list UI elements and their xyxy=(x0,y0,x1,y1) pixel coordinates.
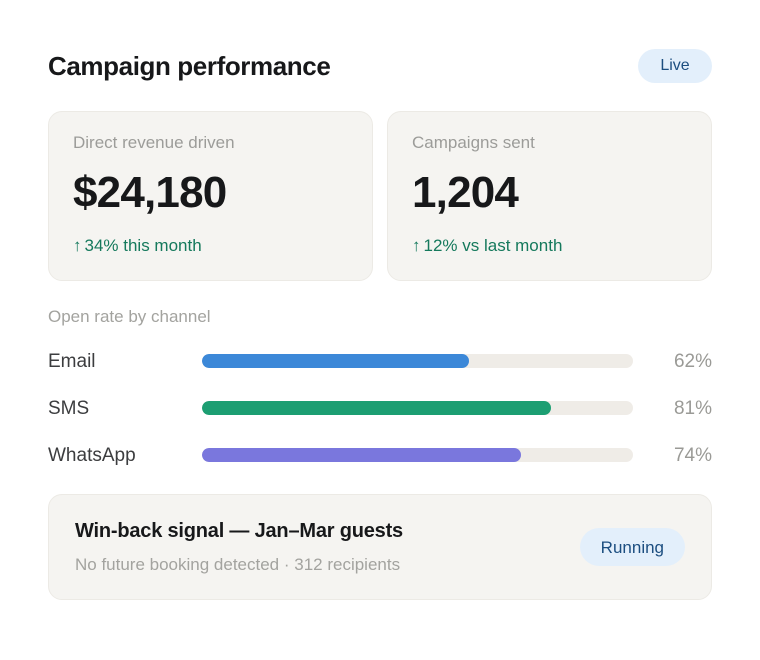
channel-percent-value: 81% xyxy=(673,397,712,419)
channel-percent-value: 62% xyxy=(673,350,712,372)
channel-progress-track xyxy=(202,401,633,415)
metric-delta-label: 34% this month xyxy=(84,236,202,255)
metric-delta-label: 12% vs last month xyxy=(423,236,563,255)
signal-card-win-back[interactable]: Win-back signal — Jan–Mar guests No futu… xyxy=(48,494,712,600)
channel-row-email: Email 62% xyxy=(48,345,712,377)
metric-card-direct-revenue: Direct revenue driven $24,180 ↑ 34% this … xyxy=(48,111,373,281)
channel-progress-track xyxy=(202,448,633,462)
section-label-open-rate: Open rate by channel xyxy=(48,307,211,326)
metric-label: Direct revenue driven xyxy=(73,133,235,152)
channel-progress-fill xyxy=(202,448,521,462)
signal-title: Win-back signal — Jan–Mar guests xyxy=(75,520,403,542)
arrow-up-icon: ↑ xyxy=(73,236,82,255)
page-title: Campaign performance xyxy=(48,51,331,81)
status-badge-live[interactable]: Live xyxy=(638,49,712,83)
channel-row-whatsapp: WhatsApp 74% xyxy=(48,439,712,471)
metric-card-campaigns-sent: Campaigns sent 1,204 ↑ 12% vs last month xyxy=(387,111,712,281)
channel-progress-track xyxy=(202,354,633,368)
metric-value: 1,204 xyxy=(412,168,519,217)
channel-label: WhatsApp xyxy=(48,444,136,466)
panel-header: Campaign performance Live xyxy=(48,44,712,88)
metric-label: Campaigns sent xyxy=(412,133,535,152)
channel-row-sms: SMS 81% xyxy=(48,392,712,424)
channel-percent-value: 74% xyxy=(673,444,712,466)
metric-delta: ↑ 12% vs last month xyxy=(412,237,687,254)
channel-open-rate-list: Email 62% SMS 81% WhatsApp 74% xyxy=(48,345,712,471)
status-badge-running[interactable]: Running xyxy=(579,528,685,566)
signal-subtitle: No future booking detected · 312 recipie… xyxy=(75,555,401,574)
channel-label: Email xyxy=(48,350,96,372)
channel-label: SMS xyxy=(48,397,90,419)
channel-progress-fill xyxy=(202,401,552,415)
metric-card-group: Direct revenue driven $24,180 ↑ 34% this … xyxy=(48,111,712,281)
arrow-up-icon: ↑ xyxy=(412,236,421,255)
metric-value: $24,180 xyxy=(73,168,227,217)
metric-delta: ↑ 34% this month xyxy=(73,237,348,254)
channel-progress-fill xyxy=(202,354,470,368)
signal-text-block: Win-back signal — Jan–Mar guests No futu… xyxy=(75,521,403,573)
